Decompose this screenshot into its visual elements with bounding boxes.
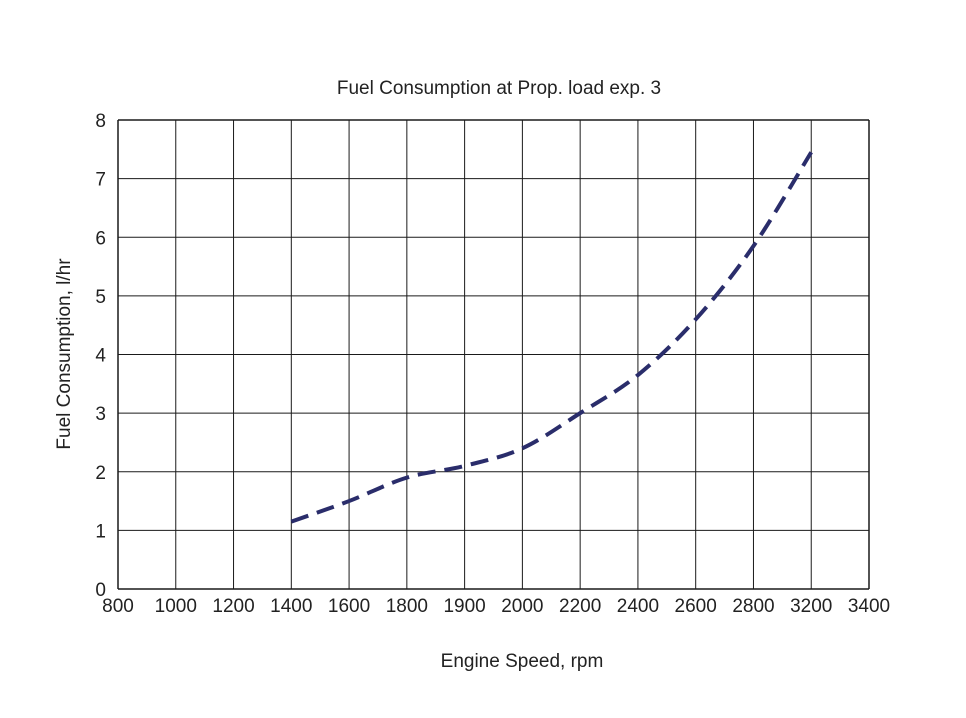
y-tick-label: 5 <box>95 287 106 308</box>
y-tick-label: 8 <box>95 111 106 132</box>
x-tick-label: 1000 <box>155 596 197 617</box>
y-tick-label: 4 <box>95 346 106 367</box>
y-tick-label: 6 <box>95 228 106 249</box>
plot-grid <box>117 119 870 590</box>
series-layer <box>290 151 813 524</box>
series-line <box>290 151 813 524</box>
x-tick-label: 3400 <box>848 596 890 617</box>
x-tick-label: 2000 <box>501 596 543 617</box>
x-tick-label: 800 <box>102 596 134 617</box>
x-tick-label: 1800 <box>386 596 428 617</box>
y-tick-label: 1 <box>95 521 106 542</box>
x-tick-label: 1400 <box>270 596 312 617</box>
y-tick-label: 7 <box>95 170 106 191</box>
y-tick-label: 3 <box>95 404 106 425</box>
x-tick-label: 2200 <box>559 596 601 617</box>
x-tick-label: 1200 <box>212 596 254 617</box>
y-tick-label: 0 <box>95 580 106 601</box>
x-tick-label: 2800 <box>732 596 774 617</box>
x-tick-label: 1600 <box>328 596 370 617</box>
x-axis-ticks: 800 1000 1200 1400 1600 1800 1900 2000 2200 2400 2… <box>102 596 890 617</box>
y-tick-label: 2 <box>95 463 106 484</box>
chart-title: Fuel Consumption at Prop. load exp. 3 <box>337 78 661 99</box>
x-tick-label: 2600 <box>675 596 717 617</box>
x-axis-label: Engine Speed, rpm <box>441 651 604 672</box>
y-axis-ticks: 0 1 2 3 4 5 6 7 8 <box>95 111 106 601</box>
x-tick-label: 1900 <box>443 596 485 617</box>
x-tick-label: 2400 <box>617 596 659 617</box>
y-axis-label: Fuel Consumption, l/hr <box>54 258 75 450</box>
x-tick-label: 3200 <box>790 596 832 617</box>
